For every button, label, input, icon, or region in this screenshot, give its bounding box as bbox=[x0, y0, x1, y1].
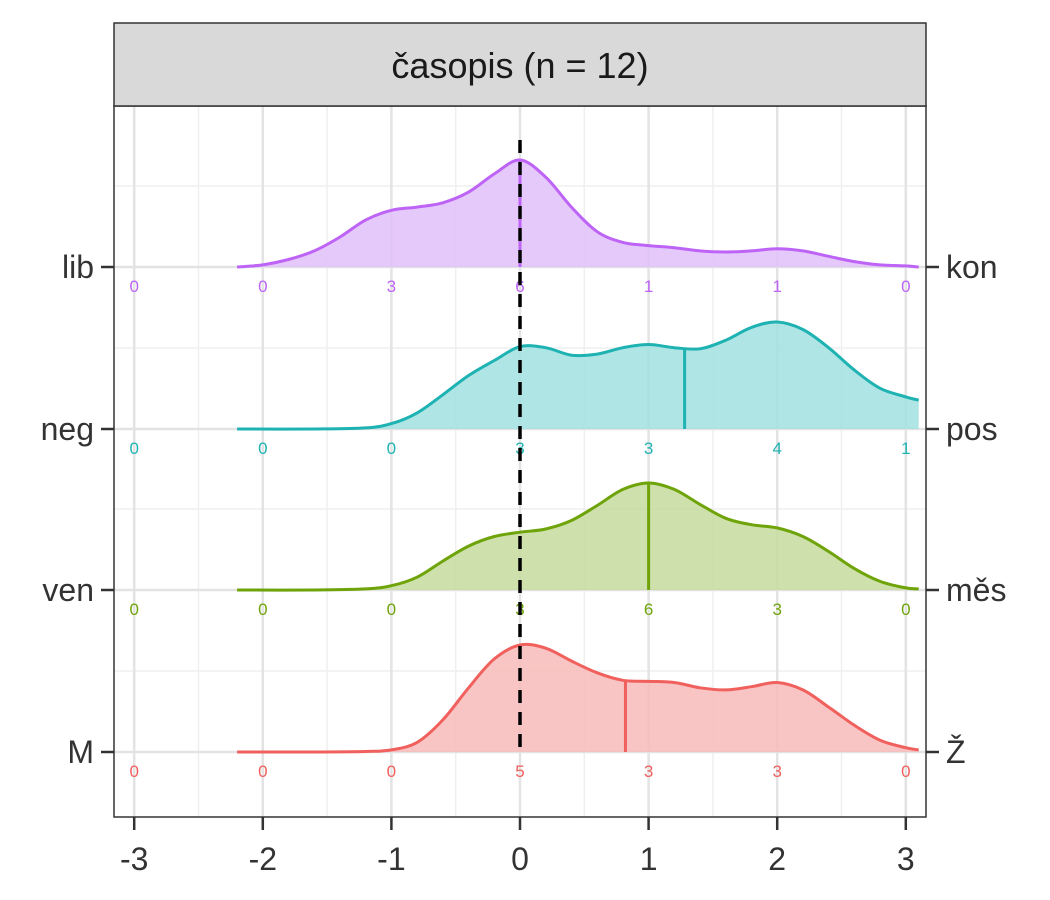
count-label: 6 bbox=[644, 600, 653, 619]
x-tick-label: 1 bbox=[640, 841, 658, 877]
density-fill bbox=[237, 644, 919, 753]
x-tick-label: -1 bbox=[377, 841, 405, 877]
count-label: 0 bbox=[901, 277, 910, 296]
count-label: 0 bbox=[387, 762, 396, 781]
count-label: 1 bbox=[772, 277, 781, 296]
count-label: 0 bbox=[387, 439, 396, 458]
count-label: 0 bbox=[258, 762, 267, 781]
density-fill bbox=[237, 321, 919, 430]
density-line bbox=[237, 320, 920, 431]
count-label: 0 bbox=[129, 277, 138, 296]
density-line bbox=[237, 481, 919, 592]
count-label: 3 bbox=[772, 600, 781, 619]
density-fill bbox=[237, 483, 919, 591]
count-label: 1 bbox=[644, 277, 653, 296]
count-label: 4 bbox=[772, 439, 781, 458]
left-label: neg bbox=[41, 411, 94, 447]
strip-background bbox=[113, 22, 927, 107]
right-label: měs bbox=[946, 572, 1006, 608]
count-label: 5 bbox=[515, 762, 524, 781]
x-tick-label: 3 bbox=[897, 841, 915, 877]
count-label: 0 bbox=[129, 439, 138, 458]
count-label: 6 bbox=[515, 277, 524, 296]
ridge-M: 0 0 0 5 3 3 0 bbox=[129, 642, 919, 781]
count-label: 0 bbox=[129, 762, 138, 781]
ridges: 0036110000334100036300005330 bbox=[129, 140, 920, 781]
count-label: 3 bbox=[772, 762, 781, 781]
count-label: 0 bbox=[129, 600, 138, 619]
strip-title: časopis (n = 12) bbox=[391, 45, 648, 86]
right-label: kon bbox=[946, 249, 998, 285]
count-label: 3 bbox=[644, 439, 653, 458]
left-label: M bbox=[67, 734, 94, 770]
count-label: 0 bbox=[901, 762, 910, 781]
facet-strip: časopis (n = 12) bbox=[113, 22, 927, 107]
count-label: 0 bbox=[258, 277, 267, 296]
count-label: 0 bbox=[387, 600, 396, 619]
left-label: ven bbox=[42, 572, 94, 608]
axis-labels: lib kon neg pos ven měs M Ž -3 -2 -1 0 1 2 3 bbox=[41, 249, 1007, 877]
count-label: 3 bbox=[387, 277, 396, 296]
ridge-lib: 0 0 3 6 1 1 0 bbox=[129, 158, 919, 296]
count-label: 0 bbox=[258, 439, 267, 458]
right-label: pos bbox=[946, 411, 998, 447]
count-label: 1 bbox=[901, 439, 910, 458]
x-tick-label: -2 bbox=[249, 841, 277, 877]
density-line bbox=[237, 642, 919, 754]
count-label: 0 bbox=[258, 600, 267, 619]
x-tick-label: 0 bbox=[511, 841, 529, 877]
right-label: Ž bbox=[946, 734, 966, 770]
density-fill bbox=[237, 159, 919, 267]
count-label: 0 bbox=[901, 600, 910, 619]
ridge-neg: 0003341 bbox=[129, 320, 920, 458]
count-label: 3 bbox=[644, 762, 653, 781]
left-label: lib bbox=[62, 249, 94, 285]
density-line bbox=[236, 158, 919, 269]
x-tick-label: -3 bbox=[120, 841, 148, 877]
x-tick-label: 2 bbox=[768, 841, 786, 877]
